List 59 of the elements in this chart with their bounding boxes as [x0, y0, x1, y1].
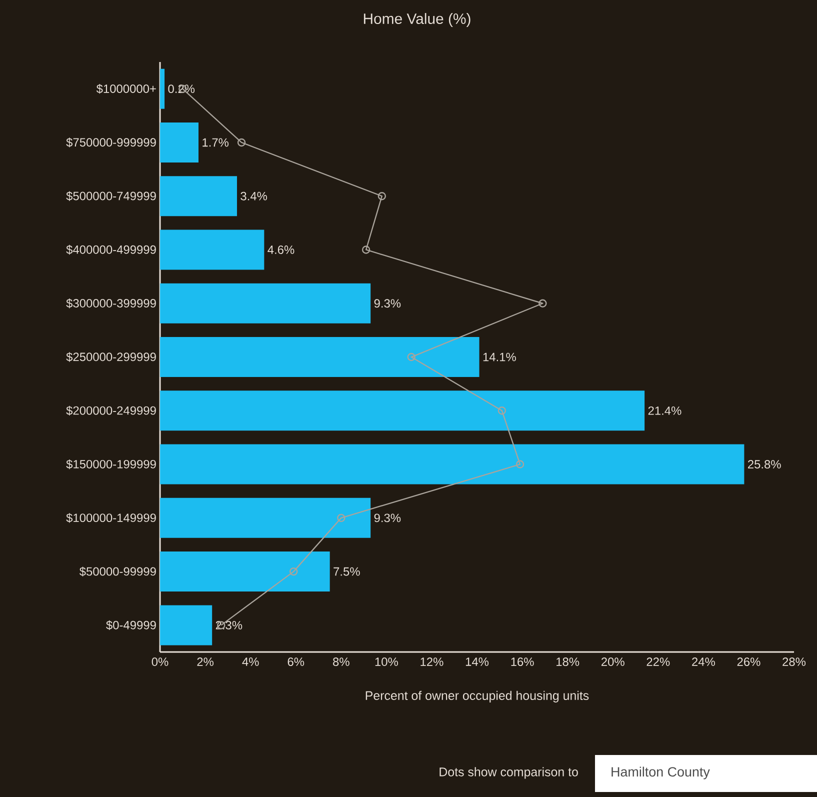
x-tick-label: 26% — [737, 658, 760, 666]
y-tick-label: $200000-249999 — [66, 406, 156, 416]
bar — [160, 390, 645, 431]
x-tick-label: 24% — [692, 658, 715, 666]
x-tick-label: 10% — [375, 658, 398, 666]
y-tick-label: $300000-399999 — [66, 298, 156, 308]
bar — [160, 283, 371, 324]
y-tick-label: $750000-999999 — [66, 138, 156, 148]
data-label: 4.6% — [268, 246, 294, 254]
x-tick-label: 4% — [242, 658, 259, 666]
point — [362, 246, 370, 254]
point — [538, 299, 547, 308]
point — [337, 514, 346, 522]
bar — [160, 552, 330, 592]
y-tick-label: $500000-749999 — [66, 191, 156, 201]
x-tick-label: 2% — [197, 658, 214, 666]
x-tick-label: 6% — [288, 658, 304, 666]
bar — [160, 605, 212, 646]
x-tick-label: 20% — [601, 658, 624, 666]
y-tick-label: $50000-99999 — [79, 566, 156, 576]
y-tick-label: $250000-299999 — [66, 352, 156, 362]
y-tick-label: $100000-149999 — [66, 513, 156, 523]
point — [237, 138, 246, 147]
bar — [160, 337, 480, 378]
data-label: 14.1% — [483, 352, 516, 362]
data-label: 9.3% — [374, 514, 401, 522]
point — [407, 352, 416, 362]
y-tick-label: $1000000+ — [96, 84, 156, 94]
chart-title: Home Value (%) — [364, 13, 470, 27]
x-tick-label: 22% — [646, 658, 670, 666]
data-label: 25.8% — [748, 460, 781, 469]
x-tick-label: 18% — [556, 658, 580, 666]
bar — [160, 176, 237, 216]
y-tick-label: $150000-199999 — [66, 459, 156, 470]
y-tick-label: $0-49999 — [106, 620, 156, 630]
x-tick-label: 14% — [466, 658, 489, 666]
data-label: 21.4% — [648, 406, 682, 415]
point — [378, 192, 386, 200]
x-tick-label: 12% — [420, 658, 444, 666]
x-axis-title: Percent of owner occupied housing units — [366, 690, 589, 702]
bar — [160, 230, 264, 270]
point — [290, 567, 298, 576]
bar — [160, 444, 744, 484]
y-tick-label: $400000-499999 — [66, 244, 156, 255]
data-label: 3.4% — [240, 192, 268, 200]
bar — [160, 498, 371, 538]
bar — [160, 68, 165, 109]
x-tick-label: 16% — [511, 658, 534, 666]
bar — [160, 122, 199, 162]
data-label: 1.7% — [202, 138, 229, 147]
x-tick-label: 0% — [152, 658, 168, 666]
point — [498, 406, 506, 415]
text: Dots show comparison to — [440, 767, 578, 779]
data-label: 7.5% — [334, 567, 360, 576]
x-tick-label: 28% — [782, 658, 806, 666]
x-tick-label: 8% — [333, 658, 350, 666]
data-label: 9.3% — [374, 299, 401, 308]
text: Hamilton County — [612, 766, 710, 780]
point — [516, 460, 524, 468]
